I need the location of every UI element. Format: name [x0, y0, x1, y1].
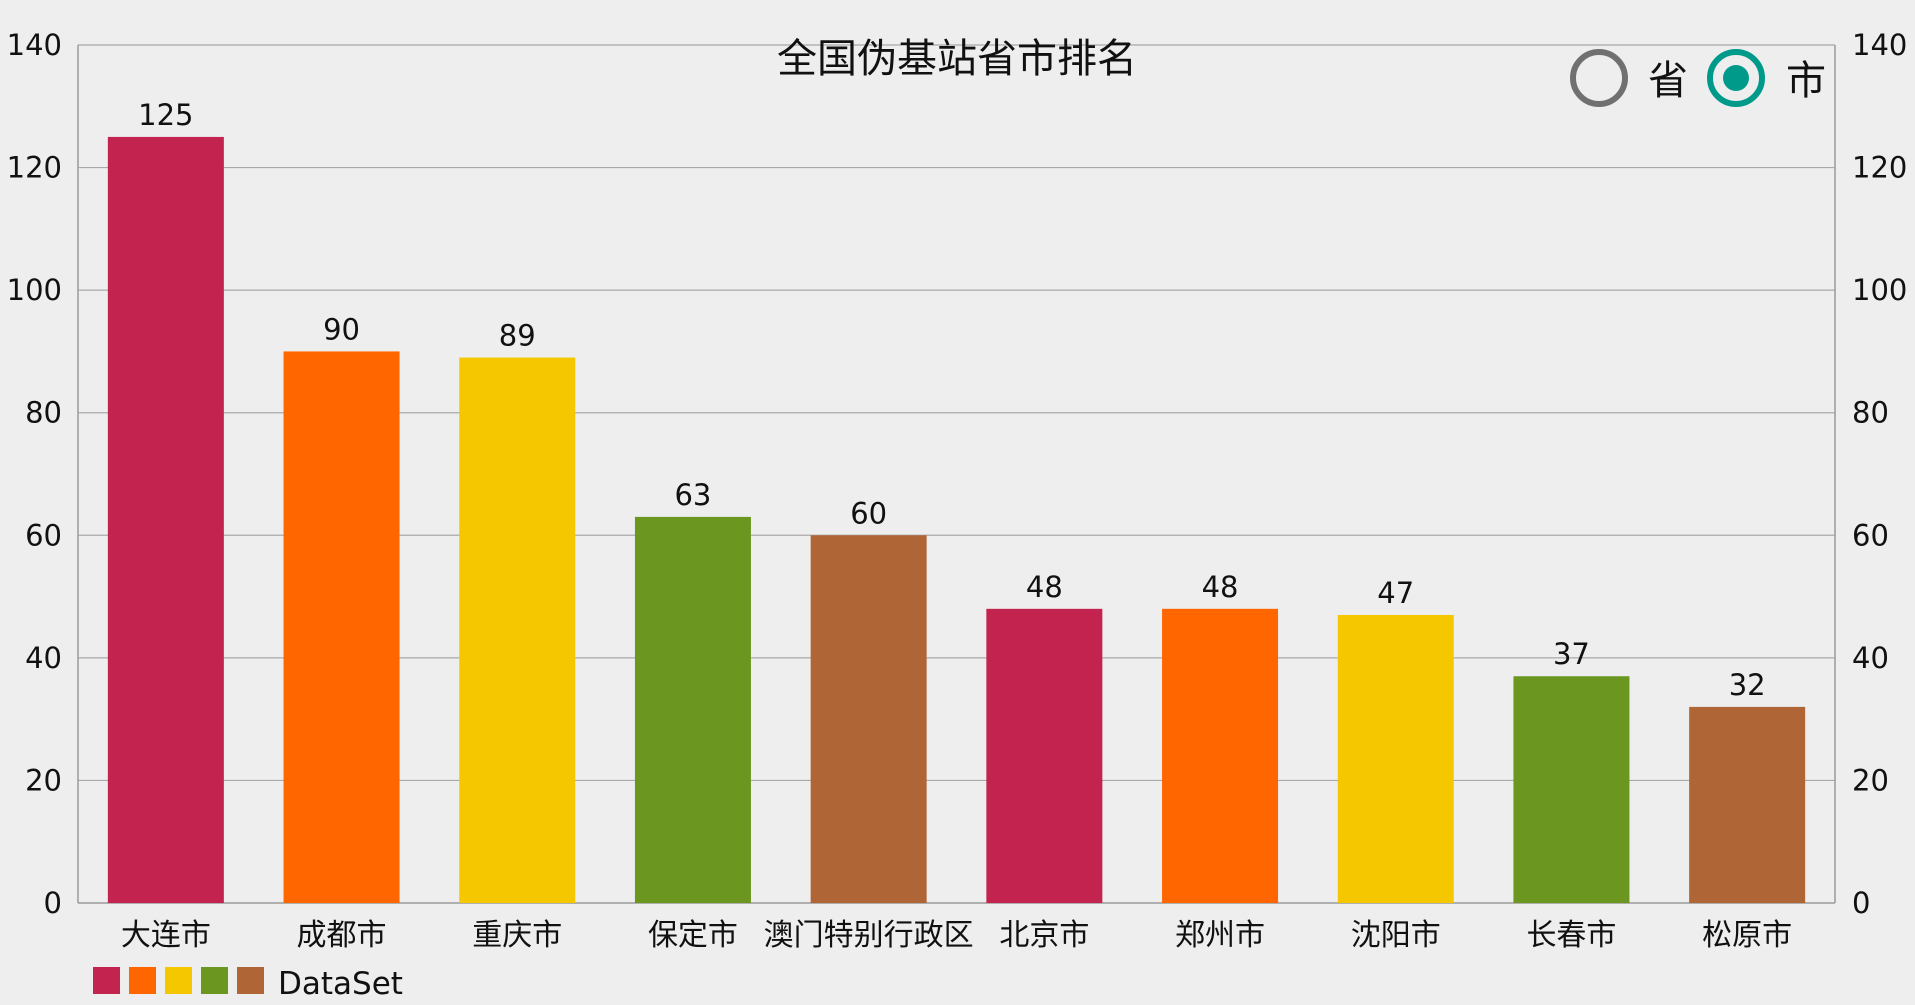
- legend-swatch: [93, 967, 120, 994]
- bar: [1162, 608, 1279, 903]
- bar: [459, 357, 576, 903]
- data-label: 63: [674, 478, 711, 512]
- y-tick-label-right: 80: [1852, 396, 1889, 430]
- radio-option-city[interactable]: 市: [1707, 49, 1826, 107]
- data-label: 47: [1377, 576, 1414, 610]
- chart-title: 全国伪基站省市排名: [777, 36, 1137, 82]
- y-tick-label-left: 140: [7, 28, 62, 62]
- y-tick-label-left: 20: [25, 763, 62, 797]
- tick-labels: 0 0 20 20 40 40 60 60 80 80 100 100 120 120 140 140 大连市 成…: [7, 28, 1908, 953]
- y-tick-label-right: 0: [1852, 886, 1870, 920]
- radio-button-city[interactable]: [1707, 49, 1765, 107]
- y-tick-label-left: 40: [25, 641, 62, 675]
- legend: DataSet: [93, 966, 403, 1002]
- data-label: 125: [138, 98, 193, 132]
- y-tick-label-right: 60: [1852, 518, 1889, 552]
- data-label: 89: [499, 319, 536, 353]
- legend-swatches: [93, 967, 264, 994]
- data-label: 37: [1553, 637, 1590, 671]
- data-label: 60: [850, 496, 887, 530]
- data-label: 48: [1026, 570, 1063, 604]
- bar: [634, 516, 751, 903]
- radio-button-province[interactable]: [1570, 49, 1628, 107]
- y-tick-label-right: 20: [1852, 763, 1889, 797]
- legend-swatch: [237, 967, 264, 994]
- x-tick-label: 成都市: [297, 918, 387, 953]
- legend-swatch: [201, 967, 228, 994]
- x-tick-label: 松原市: [1702, 918, 1792, 953]
- y-tick-label-right: 120: [1852, 151, 1907, 185]
- radio-option-province[interactable]: 省: [1570, 49, 1688, 107]
- x-tick-label: 大连市: [121, 918, 211, 953]
- data-label: 32: [1729, 668, 1766, 702]
- bar: [1513, 676, 1630, 903]
- data-label: 48: [1202, 570, 1239, 604]
- bar: [107, 136, 224, 903]
- y-tick-label-left: 0: [44, 886, 62, 920]
- y-tick-label-left: 80: [25, 396, 62, 430]
- x-tick-label: 保定市: [648, 918, 738, 953]
- y-tick-label-left: 60: [25, 518, 62, 552]
- bar: [1689, 706, 1806, 903]
- y-tick-label-right: 100: [1852, 273, 1907, 307]
- bar: [283, 351, 400, 903]
- x-tick-label: 北京市: [999, 918, 1089, 953]
- x-tick-label: 沈阳市: [1351, 918, 1441, 953]
- y-tick-label-right: 40: [1852, 641, 1889, 675]
- radio-label-province: 省: [1648, 58, 1688, 104]
- value-labels: 125 90 89 63 60 48 48 47 37 32: [138, 98, 1765, 702]
- data-label: 90: [323, 312, 360, 346]
- x-tick-label: 重庆市: [472, 918, 562, 953]
- x-tick-label: 澳门特别行政区: [764, 918, 974, 953]
- bar: [810, 535, 927, 903]
- y-tick-label-left: 120: [7, 151, 62, 185]
- x-tick-label: 长春市: [1526, 918, 1616, 953]
- bar: [1337, 614, 1454, 903]
- x-tick-label: 郑州市: [1175, 918, 1265, 953]
- legend-swatch: [165, 967, 192, 994]
- y-tick-label-right: 140: [1852, 28, 1907, 62]
- bar: [986, 608, 1103, 903]
- radio-dot-city: [1723, 65, 1749, 91]
- radio-label-city: 市: [1786, 58, 1826, 104]
- y-tick-label-left: 100: [7, 273, 62, 307]
- radio-dot-province: [1586, 65, 1612, 91]
- legend-swatch: [129, 967, 156, 994]
- legend-label: DataSet: [278, 966, 403, 1002]
- bars: [107, 136, 1806, 903]
